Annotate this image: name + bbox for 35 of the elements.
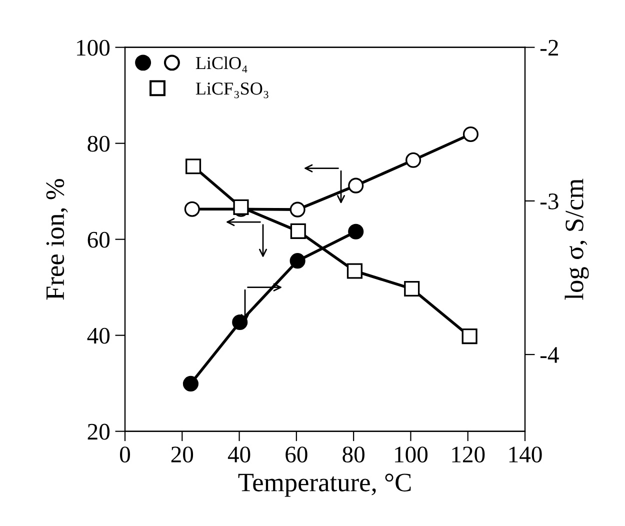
x-tick-label: 120 bbox=[452, 446, 485, 463]
point bbox=[232, 314, 248, 330]
x-tick-label: 0 bbox=[120, 446, 130, 463]
y-tick-label: 100 bbox=[77, 40, 110, 56]
point bbox=[462, 126, 478, 142]
y2-tick-label: -4 bbox=[540, 347, 559, 363]
y2-tick-label: -3 bbox=[540, 193, 558, 210]
point bbox=[186, 158, 202, 174]
x-axis-title: Temperature, °C bbox=[238, 474, 411, 497]
y-tick-label: 40 bbox=[87, 328, 110, 344]
x-tick-label: 40 bbox=[228, 446, 250, 463]
point bbox=[290, 202, 306, 218]
y-tick-label: 80 bbox=[88, 136, 110, 152]
legend-label: LiCF₃SO₃ bbox=[196, 82, 268, 98]
y2-axis-title: log σ, S/cm bbox=[564, 178, 589, 300]
y-tick-label: 20 bbox=[88, 424, 110, 440]
legend-label: LiClO₄ bbox=[196, 56, 248, 73]
y-tick-label: 60 bbox=[88, 232, 110, 248]
point bbox=[290, 253, 306, 269]
point bbox=[290, 223, 306, 239]
point bbox=[404, 280, 420, 297]
point bbox=[462, 328, 478, 344]
point bbox=[348, 224, 364, 240]
x-tick-label: 100 bbox=[395, 446, 428, 463]
x-tick-label: 60 bbox=[286, 446, 308, 463]
point bbox=[182, 376, 198, 392]
x-tick-label: 20 bbox=[171, 446, 194, 463]
x-tick-label: 140 bbox=[509, 446, 542, 463]
point bbox=[348, 178, 364, 194]
point bbox=[184, 201, 200, 217]
y-axis-title: Free ion, % bbox=[46, 179, 68, 300]
point bbox=[346, 263, 362, 279]
x-tick-label: 80 bbox=[342, 446, 364, 463]
y2-tick-label: -2 bbox=[540, 40, 558, 56]
point bbox=[406, 152, 422, 168]
